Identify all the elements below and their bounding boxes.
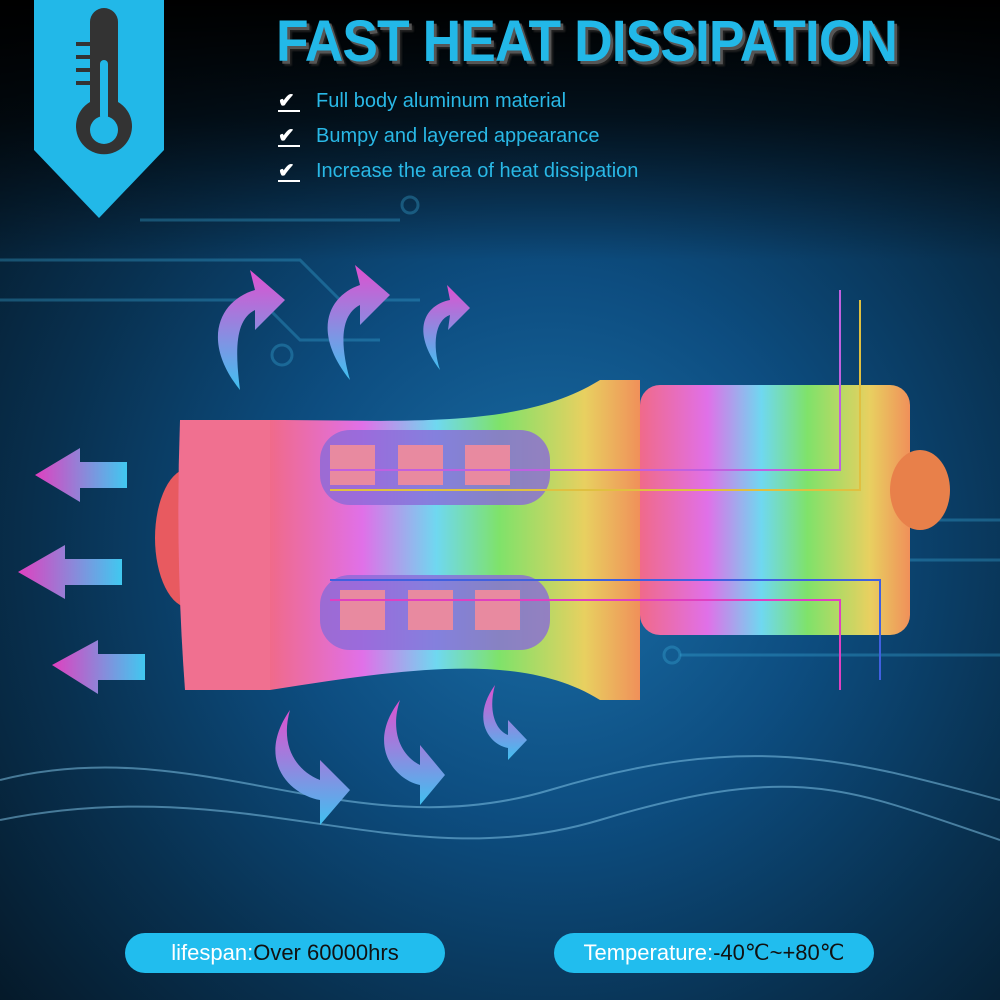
lifespan-value: Over 60000hrs <box>253 940 399 965</box>
feature-text: Increase the area of heat dissipation <box>316 160 639 182</box>
checkbox-icon: ✔ <box>278 126 300 147</box>
header-shade <box>0 0 1000 260</box>
curved-arrows <box>217 265 527 825</box>
bulb <box>155 380 950 700</box>
feature-list: ✔ Full body aluminum material ✔ Bumpy and … <box>278 84 638 189</box>
lifespan-label: lifespan: <box>171 940 254 965</box>
feature-text: Full body aluminum material <box>316 90 567 112</box>
wave-lines <box>0 755 1000 841</box>
feature-item: ✔ Full body aluminum material <box>278 84 638 119</box>
feature-item: ✔ Increase the area of heat dissipation <box>278 154 638 189</box>
checkbox-icon: ✔ <box>278 91 300 112</box>
temperature-badge: Temperature: -40℃~+80℃ <box>554 933 874 973</box>
feature-item: ✔ Bumpy and layered appearance <box>278 119 638 154</box>
page-title: FAST HEAT DISSIPATION <box>276 9 898 74</box>
temperature-label: Temperature: <box>583 940 714 965</box>
lifespan-badge: lifespan: Over 60000hrs <box>125 933 445 973</box>
thermometer-banner <box>34 0 164 218</box>
heat-flow-lines <box>330 290 881 690</box>
checkbox-icon: ✔ <box>278 161 300 182</box>
temperature-value: -40℃~+80℃ <box>713 940 845 965</box>
feature-text: Bumpy and layered appearance <box>316 125 600 147</box>
thermometer-icon <box>76 8 132 155</box>
left-arrows <box>18 448 145 694</box>
